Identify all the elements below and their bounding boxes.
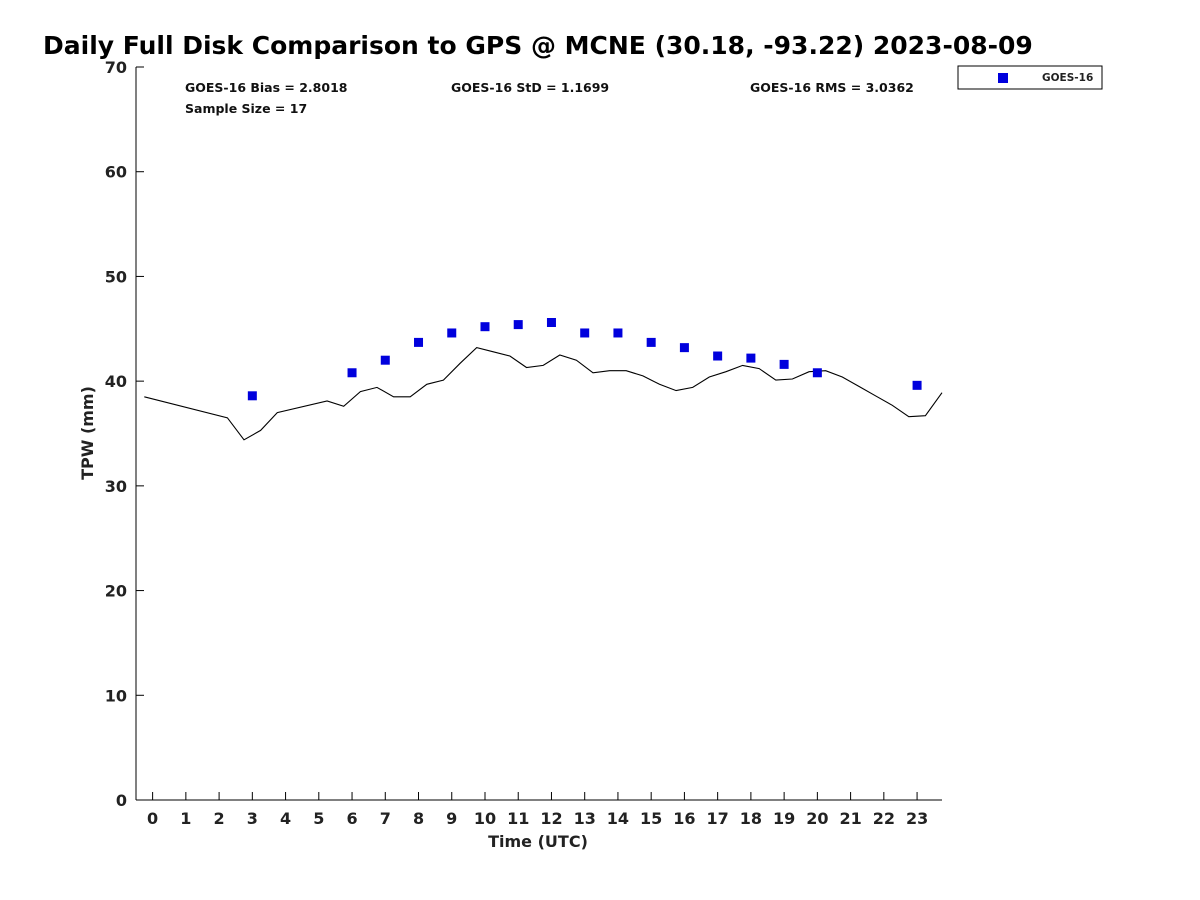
y-axis-label: TPW (mm) <box>78 386 97 480</box>
y-tick-label: 40 <box>105 372 127 391</box>
goes16-point <box>380 355 390 365</box>
legend-marker <box>998 73 1008 83</box>
x-tick-label: 10 <box>474 809 496 828</box>
x-tick-label: 6 <box>346 809 357 828</box>
goes16-point <box>812 368 822 378</box>
goes16-point <box>480 322 490 332</box>
x-tick-label: 4 <box>280 809 291 828</box>
x-tick-label: 15 <box>640 809 662 828</box>
goes16-point <box>513 320 523 330</box>
goes16-point <box>347 368 357 378</box>
chart-title: Daily Full Disk Comparison to GPS @ MCNE… <box>43 31 1033 60</box>
line-layer <box>144 346 943 441</box>
goes16-point <box>912 380 922 390</box>
x-tick-label: 5 <box>313 809 324 828</box>
y-tick-label: 0 <box>116 791 127 810</box>
goes16-point <box>247 391 257 401</box>
y-tick-label: 50 <box>105 267 127 286</box>
x-tick-label: 16 <box>673 809 695 828</box>
sample-size-stat: Sample Size = 17 <box>185 101 307 116</box>
x-tick-label: 9 <box>446 809 457 828</box>
goes16-point <box>613 328 623 338</box>
x-tick-label: 19 <box>773 809 795 828</box>
x-tick-label: 20 <box>806 809 828 828</box>
x-tick-label: 2 <box>214 809 225 828</box>
goes16-point <box>546 318 556 328</box>
marker-layer <box>247 318 922 401</box>
legend-label: GOES-16 <box>1042 72 1093 84</box>
goes16-point <box>646 337 656 347</box>
legend: GOES-16 <box>957 65 1103 90</box>
goes16-point <box>746 353 756 363</box>
y-tick-label: 60 <box>105 163 127 182</box>
goes16-point <box>779 359 789 369</box>
rms-stat: GOES-16 RMS = 3.0362 <box>750 80 914 95</box>
x-tick-label: 8 <box>413 809 424 828</box>
x-tick-label: 7 <box>380 809 391 828</box>
y-tick-label: 10 <box>105 686 127 705</box>
goes16-point <box>580 328 590 338</box>
gps-tpw-line <box>144 346 943 441</box>
x-tick-label: 11 <box>507 809 529 828</box>
goes16-point <box>679 343 689 353</box>
x-tick-label: 18 <box>740 809 762 828</box>
x-tick-label: 1 <box>180 809 191 828</box>
legend-box <box>957 65 1103 90</box>
bias-stat: GOES-16 Bias = 2.8018 <box>185 80 347 95</box>
x-tick-label: 0 <box>147 809 158 828</box>
x-tick-label: 22 <box>873 809 895 828</box>
goes16-point <box>447 328 457 338</box>
std-stat: GOES-16 StD = 1.1699 <box>451 80 609 95</box>
y-tick-label: 20 <box>105 582 127 601</box>
x-axis-label: Time (UTC) <box>488 832 588 851</box>
x-tick-label: 21 <box>839 809 861 828</box>
x-tick-label: 13 <box>574 809 596 828</box>
goes16-point <box>414 337 424 347</box>
y-tick-label: 70 <box>105 58 127 77</box>
x-tick-label: 14 <box>607 809 629 828</box>
x-tick-label: 17 <box>707 809 729 828</box>
x-tick-label: 12 <box>540 809 562 828</box>
goes16-point <box>713 351 723 361</box>
y-tick-label: 30 <box>105 477 127 496</box>
x-tick-label: 23 <box>906 809 928 828</box>
x-tick-label: 3 <box>247 809 258 828</box>
